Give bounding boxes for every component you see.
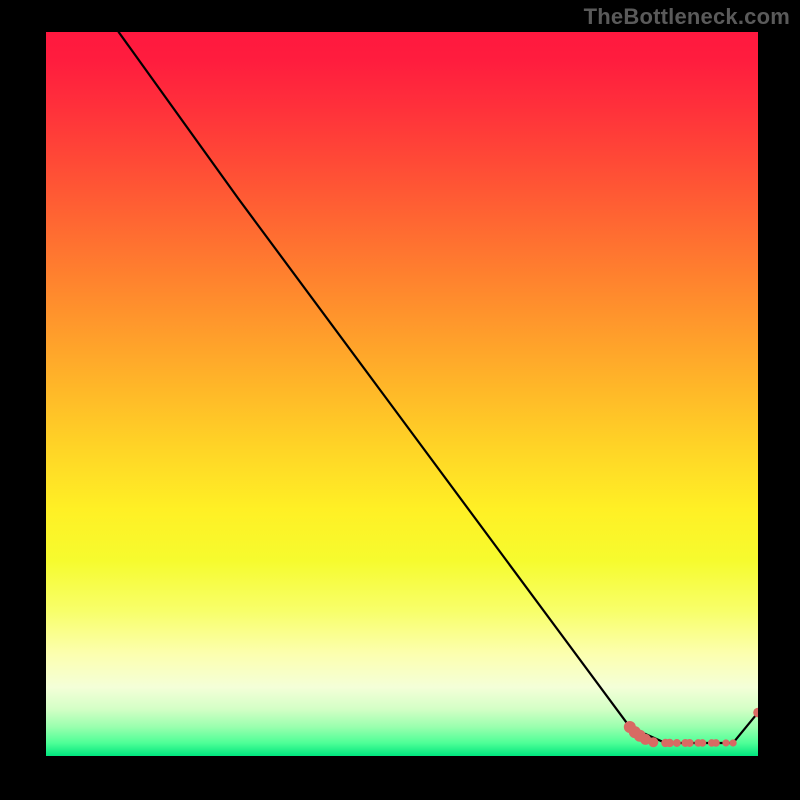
chart-marker — [673, 739, 681, 747]
chart-marker — [666, 739, 674, 747]
chart-marker — [648, 737, 658, 747]
chart-marker — [686, 739, 694, 747]
chart-container — [46, 32, 758, 756]
chart-background — [46, 32, 758, 756]
chart-marker — [729, 739, 736, 746]
chart-marker — [712, 739, 720, 747]
chart-marker — [699, 739, 707, 747]
chart-marker — [722, 739, 729, 746]
chart-svg — [46, 32, 758, 756]
watermark-text: TheBottleneck.com — [584, 4, 790, 30]
